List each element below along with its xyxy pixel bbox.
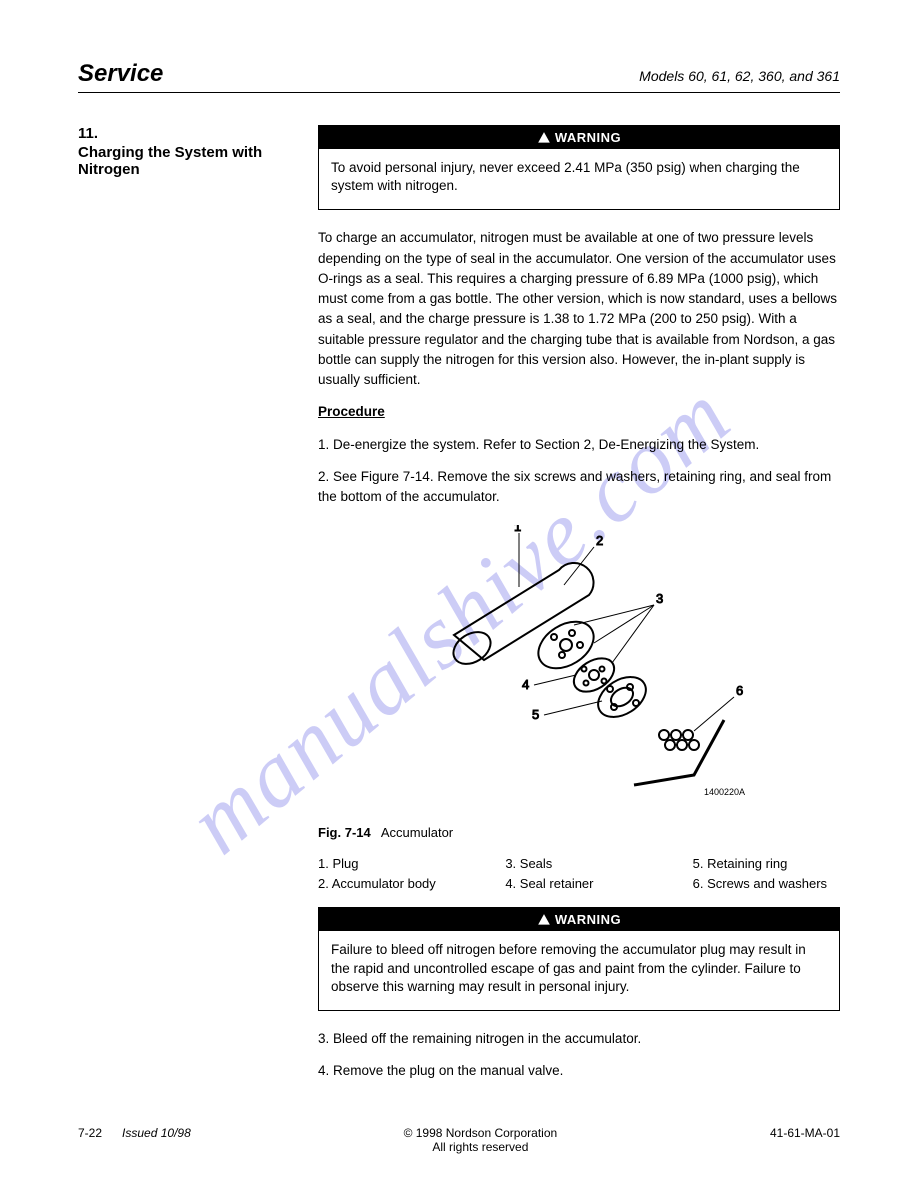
- warning-label-1: WARNING: [555, 130, 621, 145]
- header-title: Service: [78, 60, 163, 88]
- warning-text-2: Failure to bleed off nitrogen before rem…: [319, 931, 839, 1010]
- page-footer: 7-22 Issued 10/98 © 1998 Nordson Corpora…: [78, 1126, 840, 1154]
- legend-2: 2. Accumulator body: [318, 874, 465, 894]
- warning-box-2: WARNING Failure to bleed off nitrogen be…: [318, 907, 840, 1011]
- warning-label-2: WARNING: [555, 912, 621, 927]
- section-number: 11.: [78, 125, 318, 142]
- figure-7-14: 1 2 3 4 5 6 1400220A: [318, 525, 840, 815]
- step-1: 1. De-energize the system. Refer to Sect…: [318, 435, 840, 455]
- header-doc-ref: Models 60, 61, 62, 360, and 361: [639, 68, 840, 84]
- footer-copyright: © 1998 Nordson Corporation: [191, 1126, 770, 1140]
- footer-issued: Issued 10/98: [122, 1126, 191, 1140]
- section-subtitle: Charging the System with Nitrogen: [78, 144, 318, 178]
- legend-6: 6. Screws and washers: [693, 874, 840, 894]
- figure-caption-text: Accumulator: [381, 825, 453, 840]
- page-header: Service Models 60, 61, 62, 360, and 361: [78, 60, 840, 93]
- fig-label-2: 2: [596, 533, 603, 548]
- fig-label-4: 4: [522, 677, 529, 692]
- warning-triangle-icon: [537, 913, 551, 927]
- step-2: 2. See Figure 7-14. Remove the six screw…: [318, 467, 840, 508]
- fig-label-3: 3: [656, 591, 663, 606]
- warning-box-1: WARNING To avoid personal injury, never …: [318, 125, 840, 210]
- warning-text-1: To avoid personal injury, never exceed 2…: [319, 149, 839, 209]
- legend-3: 3. Seals: [505, 854, 652, 874]
- legend-1: 1. Plug: [318, 854, 465, 874]
- warning-bar-1: WARNING: [319, 126, 839, 149]
- footer-rights: All rights reserved: [191, 1140, 770, 1154]
- fig-label-6: 6: [736, 683, 743, 698]
- legend-4: 4. Seal retainer: [505, 874, 652, 894]
- figure-caption: Fig. 7-14 Accumulator: [318, 825, 840, 840]
- footer-page-number: 7-22: [78, 1126, 102, 1140]
- figure-caption-no: Fig. 7-14: [318, 825, 371, 840]
- section-label-column: 11. Charging the System with Nitrogen: [78, 125, 318, 1094]
- intro-paragraph: To charge an accumulator, nitrogen must …: [318, 228, 840, 390]
- accumulator-diagram: 1 2 3 4 5 6 1400220A: [394, 525, 764, 815]
- fig-label-1: 1: [514, 525, 521, 534]
- figure-file-ref: 1400220A: [704, 787, 745, 797]
- legend-5: 5. Retaining ring: [693, 854, 840, 874]
- step-3: 3. Bleed off the remaining nitrogen in t…: [318, 1029, 840, 1049]
- footer-docnum: 41-61-MA-01: [770, 1126, 840, 1154]
- fig-label-5: 5: [532, 707, 539, 722]
- warning-triangle-icon: [537, 131, 551, 145]
- step-4: 4. Remove the plug on the manual valve.: [318, 1061, 840, 1081]
- warning-bar-2: WARNING: [319, 908, 839, 931]
- procedure-label: Procedure: [318, 404, 385, 419]
